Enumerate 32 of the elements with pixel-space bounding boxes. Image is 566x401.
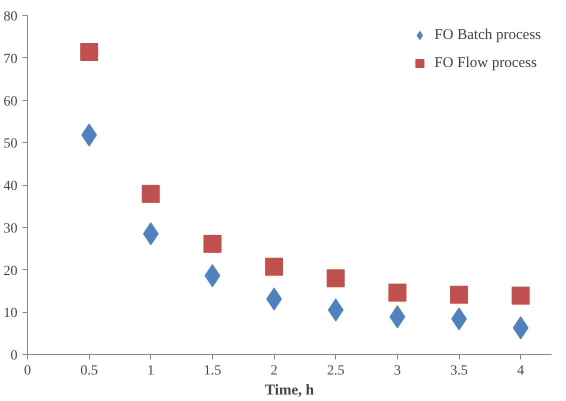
point — [450, 286, 468, 304]
y-tick-label: 30 — [4, 221, 18, 236]
x-tick-label: 1 — [147, 364, 154, 378]
y-tick-label: 10 — [4, 306, 18, 322]
y-tick-label: 40 — [4, 179, 18, 194]
point — [328, 298, 344, 322]
point — [512, 286, 530, 305]
y-tick-label: 0 — [10, 348, 18, 364]
x-tick-label: 0 — [24, 364, 31, 378]
x-tick-label: 4 — [517, 364, 524, 378]
x-tick-label: 3.5 — [450, 364, 468, 378]
x-tick-label: 0.5 — [80, 364, 98, 378]
legend-label: FO Flow process — [434, 54, 537, 72]
y-tick-label: 70 — [4, 52, 18, 67]
y-tick-label: 80 — [4, 10, 18, 24]
y-tick-label: 50 — [4, 136, 18, 152]
point — [512, 316, 529, 340]
point — [203, 234, 222, 253]
x-tick-label: 1.5 — [204, 364, 222, 378]
point — [142, 222, 159, 246]
point — [265, 258, 284, 276]
x-tick-label: 3 — [394, 364, 401, 378]
y-tick-label: 20 — [4, 264, 18, 279]
y-tick-label: 60 — [4, 94, 18, 110]
point — [388, 284, 406, 302]
point — [142, 184, 160, 203]
point — [80, 42, 98, 61]
x-tick-label: 2 — [270, 364, 278, 378]
x-axis-title: Time, h — [265, 382, 315, 398]
point — [326, 269, 345, 288]
legend-label: FO Batch process — [434, 26, 541, 44]
x-tick-label: 2.5 — [326, 364, 344, 378]
